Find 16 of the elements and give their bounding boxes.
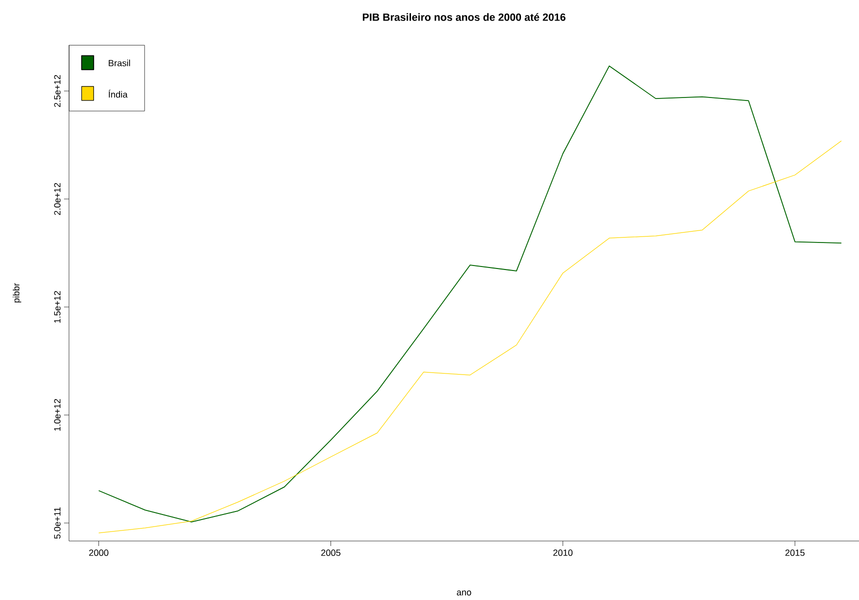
- y-tick-label: 1.5e+12: [54, 291, 61, 323]
- x-axis-title: ano: [456, 590, 472, 596]
- x-tick-label: 2005: [321, 550, 340, 556]
- line-series: [98, 140, 842, 534]
- y-tick-label: 2.0e+12: [54, 183, 61, 215]
- legend-label: Brasil: [108, 60, 130, 66]
- x-tick-label: 2010: [553, 550, 573, 556]
- line-series: [98, 65, 842, 522]
- legend-label: Índia: [108, 90, 128, 98]
- x-tick-label: 2000: [89, 550, 108, 556]
- x-tick-label: 2015: [785, 550, 805, 556]
- y-tick-label: 2.5e+12: [54, 75, 61, 107]
- y-tick-label: 1.0e+12: [54, 399, 61, 431]
- y-axis-title: pibbr: [12, 283, 22, 302]
- chart-title: PIB Brasileiro nos anos de 2000 até 2016: [362, 13, 566, 21]
- y-tick-label: 5.0e+11: [54, 507, 61, 539]
